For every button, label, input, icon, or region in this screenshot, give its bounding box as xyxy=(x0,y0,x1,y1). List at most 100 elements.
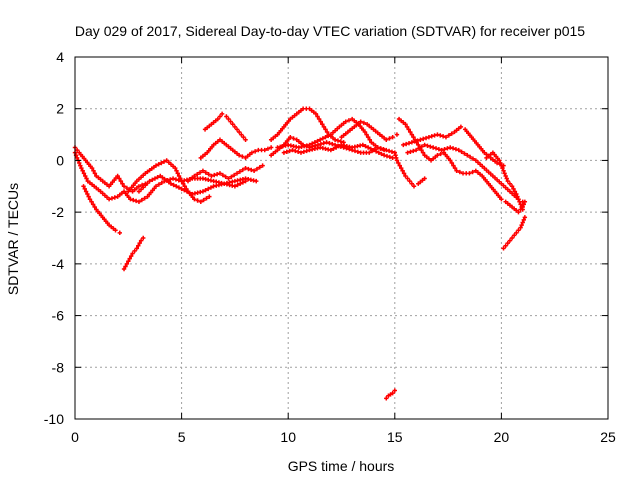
data-point xyxy=(168,181,174,186)
data-point xyxy=(83,189,89,194)
data-point xyxy=(123,264,128,269)
data-point xyxy=(246,166,251,172)
data-point xyxy=(224,114,229,119)
data-point xyxy=(415,138,420,143)
data-point xyxy=(384,396,389,401)
data-point xyxy=(161,159,167,164)
data-point xyxy=(80,168,85,173)
data-point xyxy=(178,176,183,181)
data-point xyxy=(92,171,98,176)
data-point xyxy=(136,184,142,189)
data-point xyxy=(398,165,404,171)
data-point xyxy=(290,147,295,153)
data-point xyxy=(394,132,400,137)
data-point xyxy=(343,119,348,124)
data-point xyxy=(467,171,472,176)
data-point xyxy=(516,228,521,233)
plot-frame xyxy=(74,56,609,420)
data-point xyxy=(412,139,417,144)
data-point xyxy=(208,185,214,190)
data-point xyxy=(118,178,124,184)
data-point xyxy=(423,135,429,141)
data-point xyxy=(438,133,443,138)
data-point xyxy=(192,197,197,202)
data-point xyxy=(235,182,240,188)
data-point xyxy=(316,116,322,122)
data-point xyxy=(287,148,292,154)
data-point xyxy=(74,147,80,153)
data-point xyxy=(132,248,137,254)
data-point xyxy=(200,189,206,194)
data-point xyxy=(384,137,389,142)
data-point xyxy=(197,170,203,175)
data-point xyxy=(195,172,200,177)
data-point xyxy=(516,197,521,202)
data-point xyxy=(426,134,432,140)
data-point xyxy=(514,191,519,197)
data-point xyxy=(458,124,464,130)
data-point xyxy=(265,146,271,151)
data-point xyxy=(368,146,374,151)
data-point xyxy=(237,169,243,174)
data-point xyxy=(170,176,176,181)
data-point xyxy=(91,168,96,173)
data-point xyxy=(115,173,120,179)
data-point xyxy=(390,390,395,396)
series-sat-track-10 xyxy=(268,106,346,145)
data-point xyxy=(406,127,411,132)
data-point xyxy=(448,158,453,163)
series-sat-track-15 xyxy=(396,116,504,202)
data-point xyxy=(204,196,209,201)
data-point xyxy=(130,251,135,256)
data-point xyxy=(226,176,231,181)
data-point xyxy=(74,155,80,161)
data-point xyxy=(240,167,245,173)
data-point xyxy=(514,230,519,236)
data-point xyxy=(153,184,159,189)
data-point xyxy=(78,163,83,168)
data-point xyxy=(168,177,173,182)
data-point xyxy=(320,122,325,127)
data-point xyxy=(371,147,376,153)
series-sat-track-20 xyxy=(503,199,528,215)
data-point xyxy=(361,120,367,126)
data-point xyxy=(223,174,228,180)
data-point xyxy=(429,134,434,139)
data-point xyxy=(521,217,526,223)
data-point xyxy=(313,111,319,117)
data-point xyxy=(519,222,524,228)
data-point xyxy=(137,240,142,246)
data-point xyxy=(217,114,223,119)
series-sat-track-21 xyxy=(501,215,528,251)
data-point xyxy=(228,119,233,124)
data-point xyxy=(284,149,289,155)
data-point xyxy=(86,194,91,199)
data-point xyxy=(505,178,510,184)
data-point xyxy=(174,184,179,189)
data-point xyxy=(501,246,506,251)
data-point xyxy=(439,147,444,153)
data-point xyxy=(453,147,459,152)
data-point xyxy=(231,172,237,178)
data-point xyxy=(418,137,423,142)
data-point xyxy=(239,132,244,137)
data-point xyxy=(387,136,392,141)
data-point xyxy=(321,124,327,130)
data-point xyxy=(117,230,122,236)
data-point xyxy=(400,168,405,173)
data-point xyxy=(499,197,504,202)
series-sat-track-19 xyxy=(484,150,525,212)
data-point xyxy=(134,246,140,251)
data-point xyxy=(512,189,518,194)
series-sat-track-8 xyxy=(202,111,248,142)
data-point xyxy=(291,136,296,141)
data-point xyxy=(446,133,452,138)
data-point xyxy=(139,197,145,203)
data-point xyxy=(407,178,412,184)
data-point xyxy=(295,149,301,155)
data-point xyxy=(243,165,248,171)
data-point xyxy=(192,173,197,179)
data-point xyxy=(120,181,125,186)
data-point xyxy=(346,118,352,123)
data-point xyxy=(401,171,407,176)
